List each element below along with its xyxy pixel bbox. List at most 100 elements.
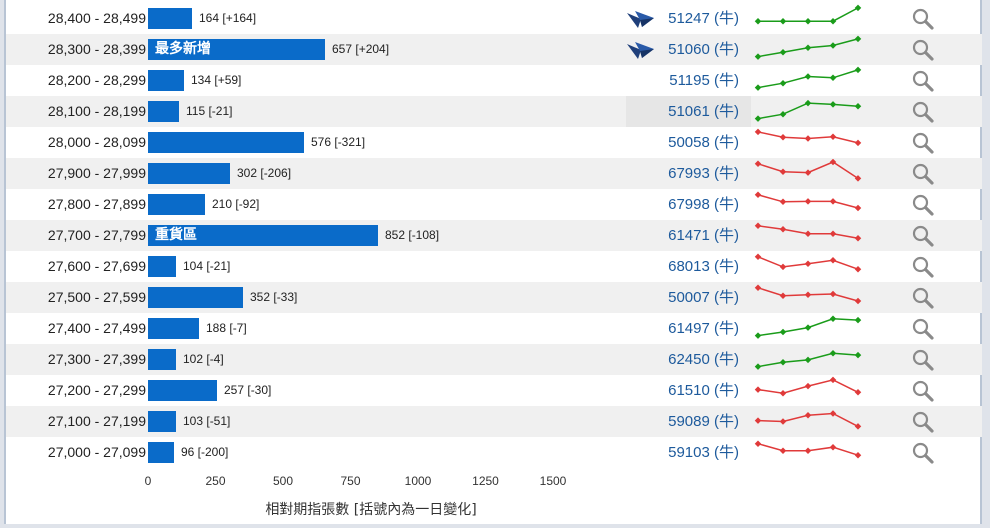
x-axis: 0 250 500 750 1000 1250 1500 [6, 470, 982, 490]
search-icon[interactable] [911, 286, 935, 310]
oi-bar[interactable] [148, 349, 176, 370]
trend-sparkline [754, 284, 862, 305]
contract-link[interactable]: 51060 (牛) [668, 41, 739, 58]
oi-bar[interactable] [148, 8, 192, 29]
search-icon[interactable] [911, 441, 935, 465]
search-icon[interactable] [911, 224, 935, 248]
contract-link[interactable]: 62450 (牛) [668, 351, 739, 368]
strike-range-label: 27,300 - 27,399 [47, 351, 146, 367]
trend-point [754, 84, 762, 91]
trend-point [829, 290, 837, 298]
bar-value-label: 104 [-21] [183, 259, 231, 273]
search-icon[interactable] [911, 162, 935, 186]
trend-point [804, 169, 812, 176]
trend-point [854, 297, 862, 305]
oi-bar[interactable] [148, 318, 199, 339]
contract-link[interactable]: 61510 (牛) [668, 382, 739, 399]
trend-point [854, 265, 862, 273]
search-icon[interactable] [911, 255, 935, 279]
oi-bar[interactable] [148, 194, 205, 215]
oi-bar[interactable] [148, 101, 179, 122]
search-icon[interactable] [911, 69, 935, 93]
search-icon[interactable] [911, 379, 935, 403]
search-icon[interactable] [911, 193, 935, 217]
trend-point [779, 263, 787, 271]
warrant-lens-icon [627, 42, 654, 59]
oi-bar[interactable] [148, 256, 176, 277]
contract-link[interactable]: 51061 (牛) [668, 103, 739, 120]
trend-point [779, 79, 787, 87]
open-interest-panel: 28,400 - 28,499 164 [+164] 51247 (牛) 28,300… [4, 0, 982, 524]
contract-link[interactable]: 61471 (牛) [668, 227, 739, 244]
contract-link[interactable]: 51195 (牛) [669, 72, 739, 89]
contract-link[interactable]: 67998 (牛) [668, 196, 739, 213]
trend-point [829, 17, 837, 25]
contract-link[interactable]: 67993 (牛) [668, 165, 739, 182]
strike-row: 27,400 - 27,499 188 [-7] 61497 (牛) [6, 313, 982, 344]
bar-value-label: 257 [-30] [224, 383, 272, 397]
trend-point [779, 328, 787, 336]
bar-value-label: 852 [-108] [385, 228, 440, 242]
contract-cell: 62450 (牛) [626, 344, 751, 375]
contract-cell: 51247 (牛) [626, 3, 751, 34]
trend-point [804, 198, 812, 205]
oi-bar[interactable] [148, 442, 174, 463]
trend-sparkline [754, 66, 862, 91]
strike-range-label: 28,300 - 28,399 [47, 41, 146, 57]
contract-link[interactable]: 50058 (牛) [668, 134, 739, 151]
oi-bar[interactable] [148, 39, 325, 60]
trend-point [754, 417, 762, 424]
search-icon[interactable] [911, 348, 935, 372]
trend-point [829, 42, 837, 49]
contract-link[interactable]: 50007 (牛) [668, 289, 739, 306]
strike-range-label: 28,100 - 28,199 [47, 103, 146, 119]
trend-point [804, 324, 812, 331]
search-icon[interactable] [911, 100, 935, 124]
trend-sparkline [754, 315, 862, 339]
search-icon[interactable] [911, 410, 935, 434]
oi-bar[interactable] [148, 70, 184, 91]
search-icon[interactable] [911, 7, 935, 31]
bar-value-label: 210 [-92] [212, 197, 260, 211]
trend-point [754, 17, 762, 25]
contract-link[interactable]: 59089 (牛) [668, 413, 739, 430]
strike-range-label: 27,000 - 27,099 [47, 444, 146, 460]
trend-point [854, 4, 862, 12]
search-icon[interactable] [911, 131, 935, 155]
trend-point [779, 17, 787, 25]
bar-value-label: 115 [-21] [186, 104, 233, 118]
oi-bar[interactable] [148, 163, 230, 184]
strike-row: 28,000 - 28,099 576 [-321] 50058 (牛) [6, 127, 982, 158]
trend-point [779, 292, 787, 299]
trend-point [779, 389, 787, 397]
trend-point [779, 198, 787, 206]
oi-bar[interactable] [148, 287, 243, 308]
search-icon[interactable] [911, 317, 935, 341]
x-tick-label: 250 [205, 474, 226, 488]
contract-cell: 50058 (牛) [626, 127, 751, 158]
bar-value-label: 576 [-321] [311, 135, 366, 149]
contract-cell: 51061 (牛) [626, 96, 751, 127]
contract-link[interactable]: 68013 (牛) [668, 258, 739, 275]
trend-point [829, 159, 837, 166]
contract-cell: 61471 (牛) [626, 220, 751, 251]
oi-bar[interactable] [148, 411, 176, 432]
strike-range-label: 28,000 - 28,099 [47, 134, 146, 150]
trend-sparkline [754, 4, 862, 25]
contract-link[interactable]: 51247 (牛) [668, 10, 739, 27]
trend-point [829, 257, 837, 264]
contract-link[interactable]: 61497 (牛) [668, 320, 739, 337]
bar-value-label: 96 [-200] [181, 445, 229, 459]
oi-bar[interactable] [148, 132, 304, 153]
strike-row: 28,200 - 28,299 134 [+59] 51195 (牛) [6, 65, 982, 96]
strike-row: 27,300 - 27,399 102 [-4] 62450 (牛) [6, 344, 982, 375]
contract-link[interactable]: 59103 (牛) [668, 444, 739, 461]
oi-bar[interactable] [148, 225, 378, 246]
contract-cell: 67998 (牛) [626, 189, 751, 220]
bottom-border [0, 525, 990, 528]
oi-bar[interactable] [148, 380, 217, 401]
search-icon[interactable] [911, 38, 935, 62]
trend-point [754, 128, 762, 136]
trend-point [804, 17, 812, 25]
trend-point [804, 73, 812, 80]
